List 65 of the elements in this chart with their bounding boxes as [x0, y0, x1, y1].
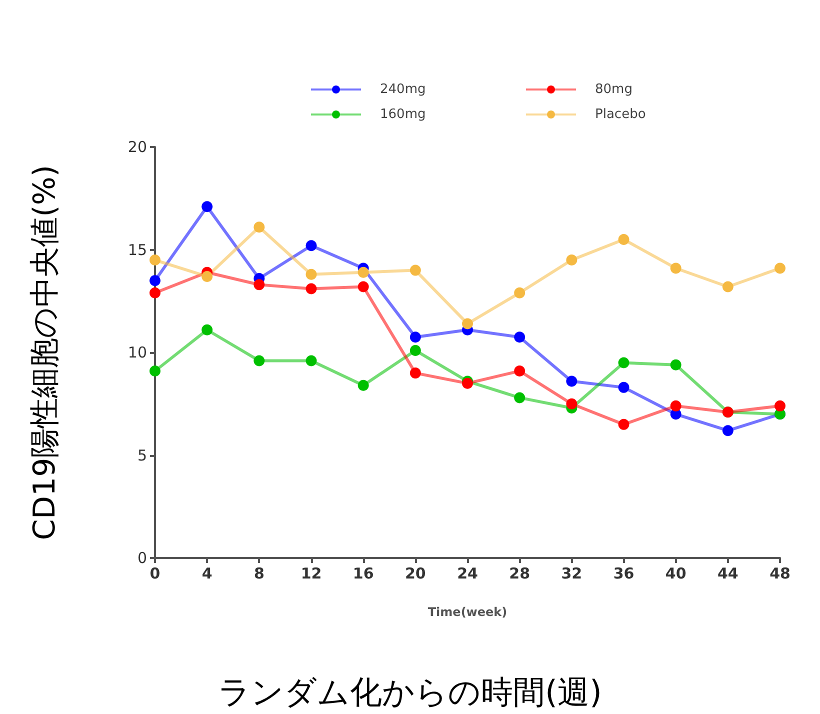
point	[306, 268, 317, 280]
x-tick-label: 24	[457, 564, 478, 582]
point	[514, 332, 526, 343]
x-tick-label: 32	[561, 564, 582, 582]
point	[670, 262, 682, 274]
y-tick-label: 10	[128, 344, 147, 362]
point	[670, 359, 682, 370]
point	[722, 281, 734, 292]
x-tick-label: 28	[509, 564, 530, 582]
point	[306, 355, 317, 366]
y-tick-label: 5	[137, 446, 147, 464]
text: ランダム化からの時間(週)	[218, 673, 602, 711]
point	[202, 324, 213, 336]
point	[254, 355, 265, 366]
point	[150, 287, 160, 298]
y-axis-title: CD19陽性細胞の中央値(%)	[28, 164, 62, 540]
point	[410, 332, 421, 343]
point	[722, 425, 734, 436]
point	[774, 262, 786, 274]
x-tick-label: 36	[613, 564, 634, 582]
point	[254, 279, 265, 290]
point	[618, 382, 630, 393]
legend-label: Placebo	[595, 107, 646, 122]
point	[358, 266, 369, 278]
point	[254, 222, 265, 233]
point	[410, 264, 421, 276]
x-tick-label: 20	[404, 564, 426, 582]
point	[410, 344, 421, 356]
point	[566, 398, 578, 410]
point	[774, 400, 786, 412]
legend-label: 160mg	[380, 107, 426, 122]
x-tick-label: 16	[352, 564, 374, 582]
point	[202, 201, 213, 212]
x-tick-label: 40	[665, 564, 686, 582]
x-tick-label: 0	[150, 564, 160, 582]
point	[150, 366, 160, 376]
y-tick-label: 0	[137, 549, 147, 567]
point	[514, 392, 526, 404]
point	[358, 380, 369, 391]
point	[306, 283, 317, 294]
point	[618, 357, 630, 368]
x-tick-label: 8	[254, 564, 264, 582]
point	[462, 318, 473, 330]
x-tick-label: 4	[202, 564, 212, 582]
point	[618, 234, 630, 245]
x-tick-label: 48	[770, 564, 790, 582]
point	[618, 418, 630, 430]
y-tick-label: 20	[128, 138, 147, 156]
legend-label: 240mg	[380, 82, 426, 97]
point	[566, 254, 578, 266]
y-tick-label: 15	[128, 240, 147, 259]
point	[358, 281, 369, 292]
point	[670, 400, 682, 412]
point	[202, 270, 213, 282]
point	[514, 366, 526, 376]
point	[410, 368, 421, 379]
point	[306, 240, 317, 252]
point	[514, 287, 526, 298]
point	[566, 376, 578, 387]
x-tick-label: 12	[300, 564, 322, 582]
legend-label: 80mg	[595, 82, 632, 97]
point	[150, 275, 160, 286]
x-axis-title: Time(week)	[428, 605, 508, 619]
x-tick-label: 44	[717, 564, 738, 582]
point	[150, 254, 160, 266]
